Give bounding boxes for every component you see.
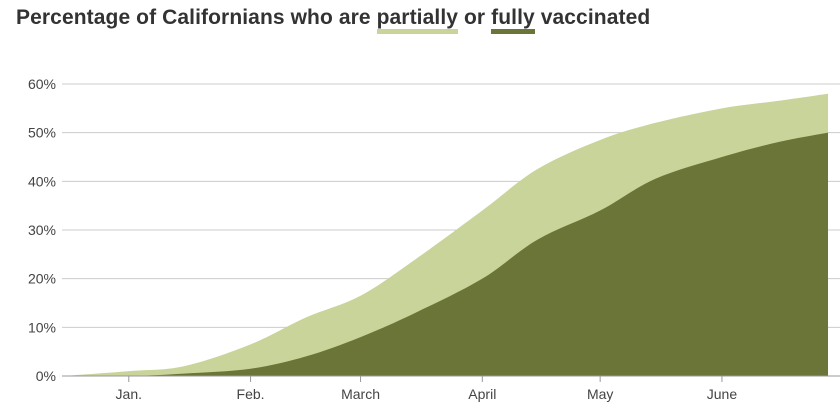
title-middle: or <box>458 6 492 29</box>
y-tick-label: 30% <box>28 222 56 238</box>
y-tick-label: 0% <box>36 368 56 384</box>
legend-swatch-partially <box>376 29 459 34</box>
y-tick-label: 10% <box>28 319 56 335</box>
title-partially-text: partially <box>376 6 459 29</box>
x-tick-label: April <box>468 386 496 402</box>
title-keyword-partially: partially <box>376 6 459 34</box>
chart-title: Percentage of Californians who are parti… <box>16 6 651 34</box>
x-tick-label: Feb. <box>237 386 265 402</box>
title-keyword-fully: fully <box>491 6 535 34</box>
y-tick-label: 50% <box>28 125 56 141</box>
x-tick-label: May <box>587 386 613 402</box>
y-tick-label: 60% <box>28 76 56 92</box>
y-tick-label: 20% <box>28 271 56 287</box>
x-tick-label: June <box>707 386 738 402</box>
x-tick-label: Jan. <box>116 386 142 402</box>
area-series <box>62 93 828 377</box>
y-tick-label: 40% <box>28 173 56 189</box>
area-fully-vaccinated <box>62 132 828 377</box>
legend-swatch-fully <box>491 29 535 34</box>
x-tick-label: March <box>341 386 380 402</box>
axes: 0% 10% 20% 30% 40% 50% 60% Jan. Feb. March April Ma… <box>28 76 840 402</box>
title-prefix: Percentage of Californians who are <box>16 6 377 29</box>
title-fully-text: fully <box>491 6 535 29</box>
title-suffix: vaccinated <box>534 6 651 29</box>
